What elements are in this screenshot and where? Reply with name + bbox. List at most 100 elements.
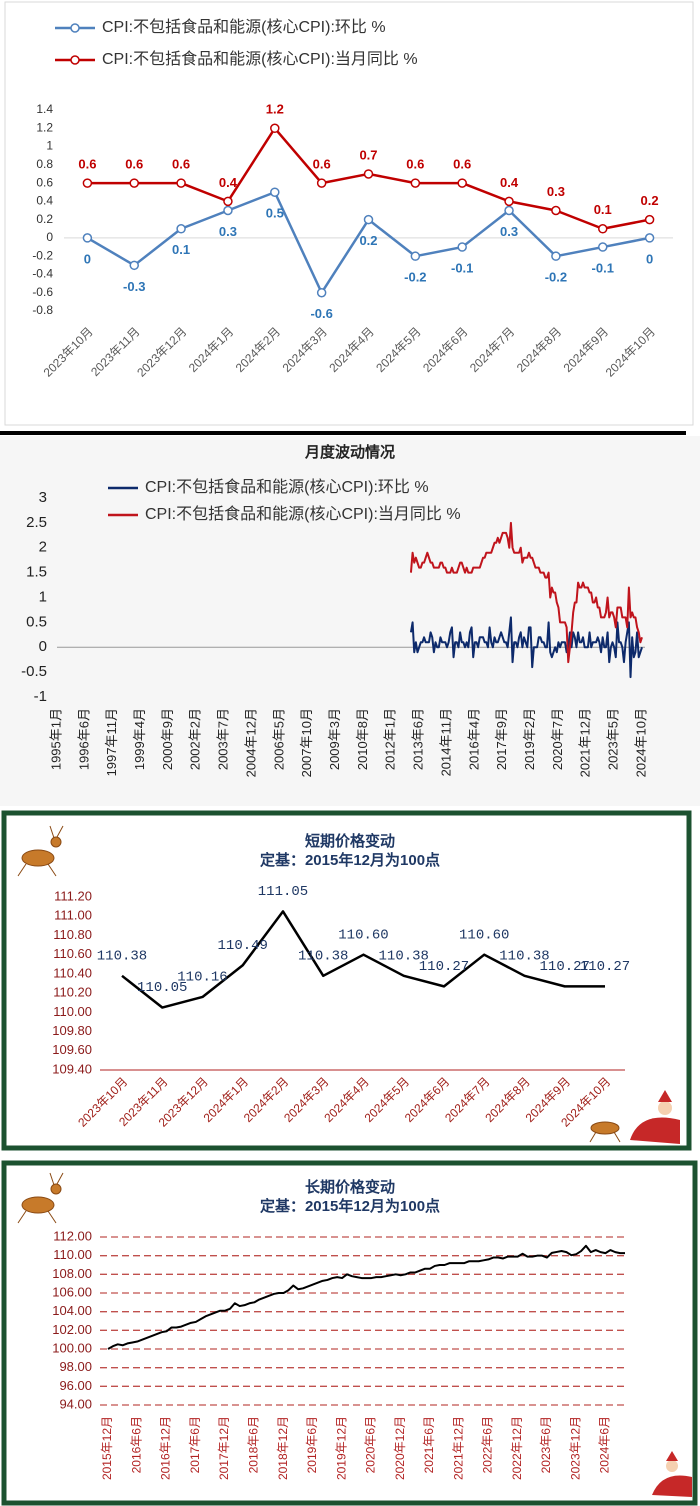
panel xyxy=(1,1160,698,1506)
x-tick-label: 2021年12月 xyxy=(451,1416,465,1480)
data-label: 0.6 xyxy=(78,157,96,172)
y-tick-label: -0.2 xyxy=(32,248,53,262)
data-label: 0.1 xyxy=(594,202,612,217)
y-tick-label: 110.60 xyxy=(53,946,92,961)
y-tick-label: 110.20 xyxy=(53,985,92,1000)
point-marker xyxy=(644,233,655,243)
y-tick-label: 111.00 xyxy=(54,908,92,923)
y-tick-label: 2.5 xyxy=(26,514,47,531)
data-label: 110.60 xyxy=(338,927,388,943)
data-label: 110.49 xyxy=(218,938,268,954)
data-label: 0.3 xyxy=(500,224,518,239)
data-label: 110.05 xyxy=(137,980,187,996)
data-label: 0.5 xyxy=(266,206,284,221)
point-marker xyxy=(504,196,514,207)
x-tick-label: 2003年7月 xyxy=(216,708,231,770)
data-label: 1.2 xyxy=(266,102,284,117)
y-tick-label: 110.40 xyxy=(53,965,92,980)
data-label: 0.6 xyxy=(453,157,471,172)
x-tick-label: 2020年12月 xyxy=(393,1416,407,1480)
y-tick-label: 102.00 xyxy=(52,1322,92,1337)
x-tick-label: 2018年6月 xyxy=(246,1416,260,1473)
data-label: 0.2 xyxy=(359,233,377,248)
point-marker xyxy=(223,196,233,207)
y-tick-label: 1 xyxy=(46,139,53,153)
panel xyxy=(1,810,692,1151)
chart: 94.00 96.00 98.00 100.00 102.00 104.00 106.00 1… xyxy=(52,1228,625,1480)
x-tick-label: 2006年5月 xyxy=(271,708,286,770)
y-tick-label: 112.00 xyxy=(53,1228,92,1243)
point-marker xyxy=(316,287,327,298)
data-label: 110.38 xyxy=(298,949,348,965)
y-tick-label: 94.00 xyxy=(59,1396,92,1411)
chart: -1 -0.5 0 0.5 1 1.5 2 2.5 3 1995年1月 1996年6月 1997年11… xyxy=(21,478,648,777)
series-line xyxy=(409,616,643,679)
legend-label: CPI:不包括食品和能源(核心CPI):当月同比 % xyxy=(145,505,461,523)
point-marker xyxy=(363,169,374,179)
x-tick-label: 2020年6月 xyxy=(364,1416,378,1473)
legend-label: CPI:不包括食品和能源(核心CPI):环比 % xyxy=(145,478,429,496)
point-marker xyxy=(270,187,280,197)
point-marker xyxy=(82,233,93,243)
y-tick-label: 1.5 xyxy=(26,564,47,581)
y-tick-label: 1 xyxy=(39,588,47,605)
data-label: 110.27 xyxy=(419,959,469,975)
reindeer-decoration xyxy=(17,825,621,1224)
x-tick-label: 2023年6月 xyxy=(539,1416,553,1473)
data-label: 110.27 xyxy=(580,959,630,975)
data-label: -0.1 xyxy=(451,260,473,275)
y-tick-label: 109.80 xyxy=(52,1023,92,1038)
y-tick-label: -0.4 xyxy=(32,267,53,281)
point-marker xyxy=(363,214,374,225)
data-label: 0.4 xyxy=(219,175,238,190)
y-tick-label: 100.00 xyxy=(52,1340,92,1355)
point-marker xyxy=(598,242,608,252)
x-tick-label: 2022年6月 xyxy=(481,1416,495,1473)
y-tick-label: 110.80 xyxy=(53,927,92,942)
y-tick-label: 109.60 xyxy=(52,1042,92,1057)
point-marker xyxy=(504,205,514,216)
x-tick-label: 2017年9月 xyxy=(494,708,509,770)
panel xyxy=(4,1,694,426)
x-tick-label: 2018年12月 xyxy=(276,1416,290,1480)
panel xyxy=(0,436,700,806)
y-tick-label: 1.4 xyxy=(36,102,53,116)
data-label: -0.1 xyxy=(592,260,614,275)
data-label: 0.7 xyxy=(359,147,377,162)
data-label: -0.2 xyxy=(404,270,426,285)
y-tick-label: 0 xyxy=(46,230,53,244)
x-tick-label: 2023年5月 xyxy=(606,708,621,770)
point-marker xyxy=(551,251,561,261)
data-label: 110.38 xyxy=(499,949,549,965)
series-line xyxy=(107,1244,625,1350)
x-tick-label: 2007年10月 xyxy=(299,708,314,777)
x-tick-label: 2010年8月 xyxy=(355,708,370,770)
y-tick-label: -0.8 xyxy=(32,303,53,317)
x-tick-label: 2022年12月 xyxy=(510,1416,524,1480)
point-marker xyxy=(551,205,561,216)
y-tick-label: -1 xyxy=(34,688,47,705)
data-label: 0.6 xyxy=(172,157,190,172)
chart-title: 短期价格变动 xyxy=(305,832,395,850)
data-label: 0 xyxy=(646,251,653,266)
point-marker xyxy=(410,251,421,261)
data-label: 0.2 xyxy=(641,193,659,208)
x-tick-label: 1999年4月 xyxy=(132,708,147,770)
chart-title: 月度波动情况 xyxy=(304,443,395,461)
y-tick-label: 110.00 xyxy=(53,1004,92,1019)
point-marker xyxy=(410,178,421,188)
point-marker xyxy=(270,123,280,134)
x-tick-label: 2015年12月 xyxy=(100,1416,114,1480)
data-label: 0.6 xyxy=(125,157,143,172)
y-tick-label: 0.5 xyxy=(26,613,47,630)
legend-marker xyxy=(70,55,80,65)
x-tick-label: 2019年12月 xyxy=(334,1416,348,1480)
legend-label: CPI:不包括食品和能源(核心CPI):环比 % xyxy=(102,18,386,36)
series-line xyxy=(409,521,643,664)
x-tick-label: 2021年6月 xyxy=(422,1416,436,1473)
x-tick-label: 2017年6月 xyxy=(188,1416,202,1473)
y-tick-label: 3 xyxy=(39,489,47,506)
x-tick-label: 2016年12月 xyxy=(159,1416,173,1480)
data-label: 0.3 xyxy=(219,224,237,239)
